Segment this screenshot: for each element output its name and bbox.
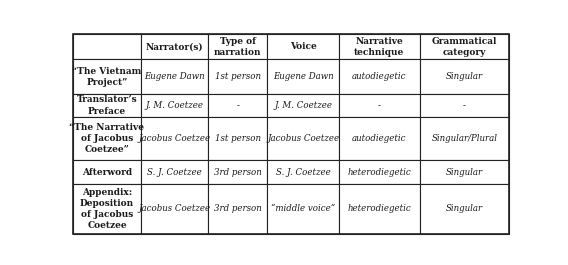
Bar: [339, 34, 420, 59]
Bar: [420, 161, 509, 184]
Bar: [339, 184, 420, 234]
Bar: [73, 59, 141, 94]
Bar: [339, 161, 420, 184]
Text: -: -: [236, 101, 239, 110]
Text: S. J. Coetzee: S. J. Coetzee: [147, 168, 202, 177]
Text: 3rd person: 3rd person: [214, 168, 262, 177]
Text: Narrator(s): Narrator(s): [146, 42, 203, 51]
Bar: [141, 59, 208, 94]
Text: Type of
narration: Type of narration: [214, 37, 261, 57]
Bar: [267, 161, 339, 184]
Bar: [267, 94, 339, 117]
Bar: [141, 184, 208, 234]
Bar: [73, 184, 141, 234]
Text: Translator’s
Preface: Translator’s Preface: [77, 95, 137, 116]
Bar: [208, 117, 267, 161]
Bar: [141, 117, 208, 161]
Text: J. M. Coetzee: J. M. Coetzee: [274, 101, 332, 110]
Bar: [208, 34, 267, 59]
Text: Narrative
technique: Narrative technique: [354, 37, 404, 57]
Bar: [420, 59, 509, 94]
Text: Grammatical
category: Grammatical category: [432, 37, 497, 57]
Bar: [267, 59, 339, 94]
Text: 1st person: 1st person: [215, 134, 261, 143]
Text: Singular: Singular: [446, 204, 483, 213]
Text: Singular/Plural: Singular/Plural: [431, 134, 498, 143]
Bar: [339, 94, 420, 117]
Bar: [208, 59, 267, 94]
Text: heterodiegetic: heterodiegetic: [348, 204, 411, 213]
Text: 1st person: 1st person: [215, 72, 261, 81]
Text: J. M. Coetzee: J. M. Coetzee: [145, 101, 203, 110]
Text: “The Narrative
of Jacobus
Coetzee”: “The Narrative of Jacobus Coetzee”: [69, 123, 144, 154]
Bar: [73, 34, 141, 59]
Text: autodiegetic: autodiegetic: [352, 134, 407, 143]
Text: S. J. Coetzee: S. J. Coetzee: [275, 168, 331, 177]
Bar: [141, 94, 208, 117]
Bar: [267, 117, 339, 161]
Text: Eugene Dawn: Eugene Dawn: [273, 72, 333, 81]
Text: “The Vietnam
Project”: “The Vietnam Project”: [72, 67, 141, 87]
Text: -: -: [463, 101, 466, 110]
Bar: [420, 184, 509, 234]
Text: Jacobus Coetzee: Jacobus Coetzee: [139, 134, 211, 143]
Text: Singular: Singular: [446, 168, 483, 177]
Bar: [339, 59, 420, 94]
Text: Jacobus Coetzee: Jacobus Coetzee: [139, 204, 211, 213]
Bar: [420, 94, 509, 117]
Text: 3rd person: 3rd person: [214, 204, 262, 213]
Bar: [141, 161, 208, 184]
Bar: [208, 161, 267, 184]
Text: Jacobus Coetzee: Jacobus Coetzee: [267, 134, 339, 143]
Bar: [267, 34, 339, 59]
Bar: [73, 161, 141, 184]
Bar: [339, 117, 420, 161]
Bar: [267, 184, 339, 234]
Bar: [208, 94, 267, 117]
Bar: [420, 117, 509, 161]
Text: autodiegetic: autodiegetic: [352, 72, 407, 81]
Bar: [208, 184, 267, 234]
Text: -: -: [378, 101, 381, 110]
Bar: [73, 94, 141, 117]
Text: “middle voice”: “middle voice”: [271, 204, 335, 213]
Bar: [420, 34, 509, 59]
Text: Singular: Singular: [446, 72, 483, 81]
Text: heterodiegetic: heterodiegetic: [348, 168, 411, 177]
Text: Voice: Voice: [290, 42, 316, 51]
Text: Afterword: Afterword: [82, 168, 132, 177]
Bar: [141, 34, 208, 59]
Text: Appendix:
Deposition
of Jacobus
Coetzee: Appendix: Deposition of Jacobus Coetzee: [80, 188, 134, 230]
Text: Eugene Dawn: Eugene Dawn: [144, 72, 205, 81]
Bar: [73, 117, 141, 161]
